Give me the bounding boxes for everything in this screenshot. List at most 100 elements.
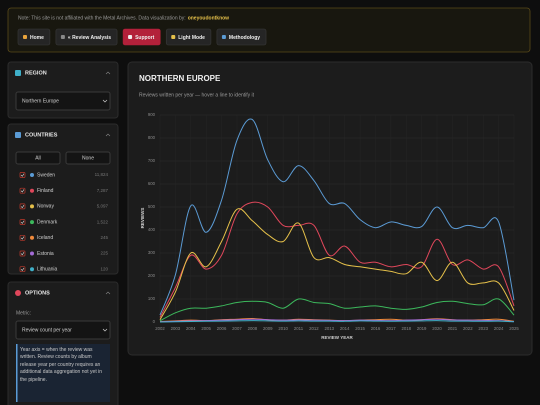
x-tick-label: 2022 bbox=[463, 326, 473, 331]
country-dot bbox=[30, 204, 34, 209]
country-row[interactable]: Estonia 225 bbox=[19, 250, 108, 257]
panel-title: OPTIONS bbox=[25, 290, 50, 296]
x-tick-label: 2002 bbox=[155, 326, 165, 331]
country-count: 225 bbox=[100, 251, 108, 256]
country-name: Iceland bbox=[37, 235, 53, 241]
country-row[interactable]: Iceland 245 bbox=[19, 234, 108, 241]
banner-note: Note: This site is not affiliated with t… bbox=[18, 15, 186, 21]
y-tick-label: 500 bbox=[148, 204, 156, 209]
checkbox bbox=[19, 250, 26, 257]
country-dot bbox=[30, 251, 34, 256]
metric-select[interactable] bbox=[15, 320, 111, 340]
x-tick-label: 2025 bbox=[509, 326, 519, 331]
nav-label: Methodology bbox=[229, 35, 260, 41]
check bbox=[20, 189, 25, 193]
country-name: Lithuania bbox=[37, 267, 58, 273]
nav-button[interactable]: Home bbox=[17, 28, 51, 46]
check bbox=[20, 220, 25, 224]
check bbox=[20, 236, 25, 240]
checkbox bbox=[19, 266, 26, 273]
nav-button[interactable]: Light Mode bbox=[165, 28, 212, 46]
country-dot bbox=[30, 267, 34, 272]
nav-icon bbox=[23, 35, 27, 39]
options-note: Year axis = when the review was written.… bbox=[20, 347, 103, 383]
nav-button-bg bbox=[55, 28, 118, 46]
panel-title: COUNTRIES bbox=[25, 132, 58, 138]
all-label: All bbox=[35, 155, 41, 161]
x-tick-label: 2011 bbox=[294, 326, 304, 331]
check bbox=[20, 204, 25, 209]
country-count: 120 bbox=[100, 266, 108, 271]
country-name: Finland bbox=[37, 188, 54, 194]
nav-label: Home bbox=[30, 35, 44, 41]
country-row[interactable]: Norway 5,097 bbox=[19, 203, 108, 210]
country-dot bbox=[30, 235, 34, 240]
y-tick-label: 900 bbox=[148, 112, 156, 117]
x-tick-label: 2014 bbox=[340, 326, 350, 331]
series-line bbox=[159, 298, 515, 322]
x-tick-label: 2005 bbox=[201, 326, 211, 331]
x-tick-label: 2016 bbox=[371, 326, 381, 331]
x-tick-label: 2012 bbox=[309, 326, 319, 331]
country-dot bbox=[30, 220, 34, 225]
all-button[interactable] bbox=[15, 151, 61, 165]
series-line bbox=[159, 201, 515, 318]
x-tick-label: 2003 bbox=[171, 326, 181, 331]
country-count: 245 bbox=[100, 235, 108, 240]
nav-button[interactable]: Support bbox=[122, 28, 161, 46]
nav-icon bbox=[60, 35, 65, 39]
nav-button-bg bbox=[122, 28, 161, 46]
y-tick-label: 300 bbox=[148, 250, 156, 255]
x-tick-label: 2008 bbox=[248, 326, 258, 331]
nav-button[interactable]: Methodology bbox=[216, 28, 267, 46]
x-tick-label: 2007 bbox=[232, 326, 242, 331]
nav-button-bg bbox=[17, 28, 51, 46]
country-name: Norway bbox=[37, 204, 54, 210]
metric-value: Review count per year bbox=[22, 327, 72, 333]
x-tick-label: 2010 bbox=[278, 326, 288, 331]
y-axis-label: REVIEWS bbox=[140, 208, 145, 229]
x-tick-label: 2015 bbox=[355, 326, 365, 331]
x-tick-label: 2009 bbox=[263, 326, 273, 331]
nav-button[interactable]: « Review Analysis bbox=[55, 28, 118, 46]
x-tick-label: 2019 bbox=[417, 326, 427, 331]
nav-icon bbox=[221, 35, 226, 39]
x-tick-label: 2023 bbox=[478, 326, 488, 331]
check bbox=[20, 173, 25, 177]
nav-label: Support bbox=[135, 35, 154, 41]
nav-label: « Review Analysis bbox=[68, 35, 111, 41]
y-tick-label: 400 bbox=[148, 227, 156, 232]
checkbox bbox=[19, 172, 26, 178]
y-tick-label: 700 bbox=[148, 158, 156, 163]
y-tick-label: 800 bbox=[148, 135, 156, 140]
country-row[interactable]: Lithuania 120 bbox=[19, 266, 108, 273]
country-name: Sweden bbox=[37, 172, 55, 178]
x-tick-label: 2021 bbox=[448, 326, 458, 331]
check bbox=[20, 252, 25, 256]
none-button[interactable] bbox=[65, 151, 111, 165]
y-tick-label: 100 bbox=[148, 296, 156, 301]
region-select[interactable] bbox=[15, 91, 111, 111]
x-tick-label: 2013 bbox=[325, 326, 335, 331]
series-line bbox=[159, 320, 515, 323]
checkbox bbox=[19, 203, 26, 210]
nav-button-bg bbox=[216, 28, 267, 46]
nav-icon bbox=[171, 35, 176, 39]
country-row[interactable]: Sweden 11,824 bbox=[19, 172, 108, 178]
x-tick-label: 2017 bbox=[386, 326, 396, 331]
y-tick-label: 200 bbox=[148, 273, 156, 278]
country-count: 7,287 bbox=[97, 188, 109, 193]
checkbox bbox=[19, 187, 26, 194]
x-tick-label: 2004 bbox=[186, 326, 196, 331]
country-row[interactable]: Finland 7,287 bbox=[19, 187, 109, 194]
x-tick-label: 2020 bbox=[432, 326, 442, 331]
x-tick-label: 2006 bbox=[217, 326, 227, 331]
country-row[interactable]: Denmark 1,522 bbox=[19, 219, 108, 225]
country-name: Estonia bbox=[37, 251, 54, 257]
metric-label: Metric: bbox=[16, 310, 31, 316]
chart-subtitle: Reviews written per year — hover a line … bbox=[139, 92, 255, 98]
checkbox bbox=[19, 219, 26, 225]
author-link[interactable]: oneyoudontknow bbox=[188, 15, 229, 21]
